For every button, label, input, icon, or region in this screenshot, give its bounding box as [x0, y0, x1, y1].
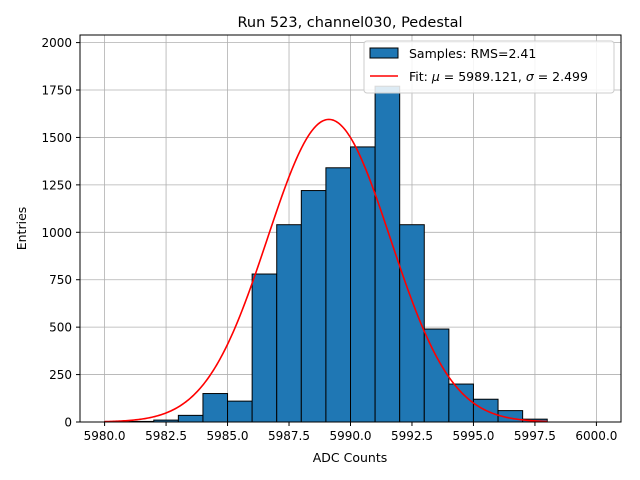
histogram-bar: [350, 146, 376, 423]
x-tick-label: 5990.0: [330, 429, 372, 443]
legend-fit-sigma-value: = 2.499: [534, 69, 588, 84]
y-tick-label: 2000: [41, 36, 72, 50]
x-tick-label: 6000.0: [575, 429, 617, 443]
histogram-bar: [300, 190, 327, 423]
y-tick-label: 1750: [41, 84, 72, 98]
histogram-bar: [276, 224, 302, 423]
x-tick-label: 5992.5: [391, 429, 433, 443]
x-tick-label: 5980.0: [84, 429, 126, 443]
fit-curve: [104, 118, 548, 423]
histogram-bar: [177, 414, 204, 423]
legend-fit-sigma-symbol: σ: [526, 69, 535, 84]
histogram-bar: [423, 328, 450, 423]
chart-title: Run 523, channel030, Pedestal: [237, 15, 462, 31]
fit-curve-group: [104, 118, 548, 423]
legend-fit-prefix: Fit:: [409, 69, 432, 84]
histogram-bar: [227, 400, 253, 423]
y-tick-label: 1000: [41, 226, 72, 240]
legend-fit-mu-symbol: μ: [431, 69, 440, 84]
histogram-bar: [202, 393, 229, 423]
y-axis-ticks: 0 250 500 750 1000 1250 1500 1750 2000: [41, 36, 80, 430]
legend-fit-label: Fit: μ = 5989.121, σ = 2.499: [409, 69, 588, 84]
y-tick-label: 0: [64, 416, 72, 430]
y-tick-label: 250: [49, 368, 72, 382]
x-tick-label: 5982.5: [145, 429, 187, 443]
histogram-bar: [325, 167, 351, 423]
x-tick-label: 5997.5: [514, 429, 556, 443]
legend-fit-mu-value: = 5989.121,: [440, 69, 526, 84]
y-tick-label: 500: [49, 321, 72, 335]
x-tick-label: 5987.5: [268, 429, 310, 443]
legend-samples-swatch: [369, 47, 399, 59]
histogram-bars: [104, 85, 548, 423]
x-tick-label: 5995.0: [452, 429, 494, 443]
x-tick-label: 5985.0: [207, 429, 249, 443]
y-tick-label: 1500: [41, 131, 72, 145]
y-tick-label: 750: [49, 273, 72, 287]
y-tick-label: 1250: [41, 178, 72, 192]
legend-box: [363, 40, 615, 94]
legend: Samples: RMS=2.41 Fit: μ = 5989.121, σ =…: [363, 40, 615, 94]
y-axis-label: Entries: [14, 207, 29, 251]
histogram-bar: [251, 273, 278, 423]
x-axis-label: ADC Counts: [313, 450, 388, 465]
legend-samples-label: Samples: RMS=2.41: [409, 46, 536, 61]
x-axis-ticks: 5980.0 5982.5 5985.0 5987.5 5990.0 5992.5 5995…: [84, 422, 617, 443]
histogram-bar: [448, 383, 474, 423]
